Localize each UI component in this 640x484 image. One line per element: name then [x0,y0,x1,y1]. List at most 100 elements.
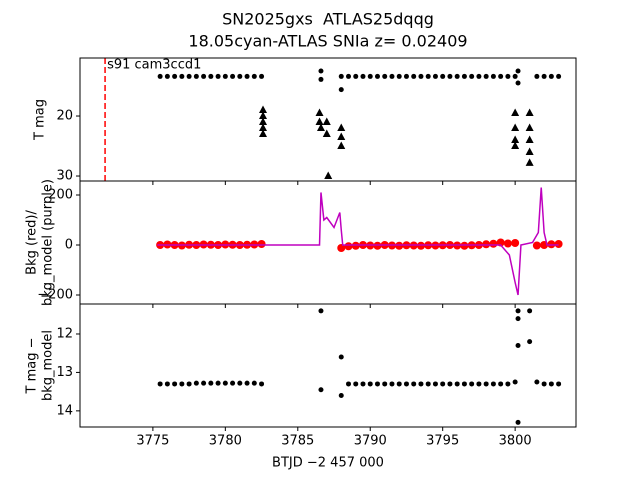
point [382,381,388,387]
point [512,73,518,79]
x-tick-label: 3790 [354,434,387,449]
y-tick-label: 0 [65,238,73,253]
point [257,240,266,248]
point [346,381,352,387]
point [157,381,163,387]
point [318,387,324,393]
point [215,380,221,386]
x-tick-label: 3785 [281,434,314,449]
point [541,73,547,79]
y-axis-label: T mag [33,99,48,141]
axes-frame [79,303,577,428]
y-tick-label: 30 [56,169,73,184]
point [259,73,265,79]
point [548,381,554,387]
limit-marker [322,129,331,138]
point [367,381,373,387]
point [157,73,163,79]
point [425,73,431,79]
annotation: s91 cam3ccd1 [107,58,201,73]
point [503,239,512,248]
point [215,73,221,79]
model-line [157,187,559,296]
point [411,381,417,387]
title-line: SN2025gxs ATLAS25dqqg [222,10,434,29]
title-line: 18.05cyan-ATLAS SNIa z= 0.02409 [188,32,467,51]
limit-marker [315,117,324,126]
point [344,242,353,251]
point [222,380,228,386]
point [490,381,496,387]
point [222,73,228,79]
point [461,73,467,79]
point [548,73,554,79]
point [403,381,409,387]
point [556,73,562,79]
limit-marker [316,123,325,132]
point [237,380,243,386]
point [476,381,482,387]
point [403,73,409,79]
limit-marker [511,141,520,150]
limit-marker [511,108,520,117]
limit-marker [337,123,346,132]
x-tick-label: 3780 [209,434,242,449]
point [469,73,475,79]
point [440,381,446,387]
x-tick-label: 3775 [136,434,169,449]
point [318,308,324,314]
limit-marker [525,108,534,117]
point [318,76,324,82]
y-axis-label: Bkg (red)/ [25,210,40,275]
limit-marker [525,147,534,156]
point [515,316,521,322]
point [534,379,540,385]
point [447,73,453,79]
point [515,68,521,74]
point [208,380,214,386]
y-axis-label: bkg_model [41,330,56,401]
point [425,381,431,387]
point [244,73,250,79]
limit-marker [337,141,346,150]
point [259,381,265,387]
limit-marker [511,123,520,132]
point [230,380,236,386]
point [389,381,395,387]
point [374,381,380,387]
point [515,343,521,349]
point [346,73,352,79]
point [367,73,373,79]
point [337,244,346,252]
point [483,381,489,387]
point [338,87,344,93]
point [237,73,243,79]
y-tick-label: 14 [56,403,73,418]
point [338,392,344,398]
limit-marker [259,129,268,138]
point [208,73,214,79]
point [476,73,482,79]
point [469,381,475,387]
point [554,240,563,248]
point [541,381,547,387]
limit-marker [259,111,268,120]
y-tick-label: 20 [56,109,73,124]
y-tick-label: 200 [48,188,73,203]
point [532,241,541,250]
point [498,73,504,79]
point [505,381,511,387]
point [172,381,178,387]
point [396,73,402,79]
limit-marker [324,171,333,180]
point [461,381,467,387]
point [338,73,344,79]
y-tick-label: −200 [37,288,73,303]
point [489,239,498,248]
point [418,381,424,387]
point [193,73,199,79]
limit-marker [259,117,268,126]
point [251,73,257,79]
point [454,73,460,79]
